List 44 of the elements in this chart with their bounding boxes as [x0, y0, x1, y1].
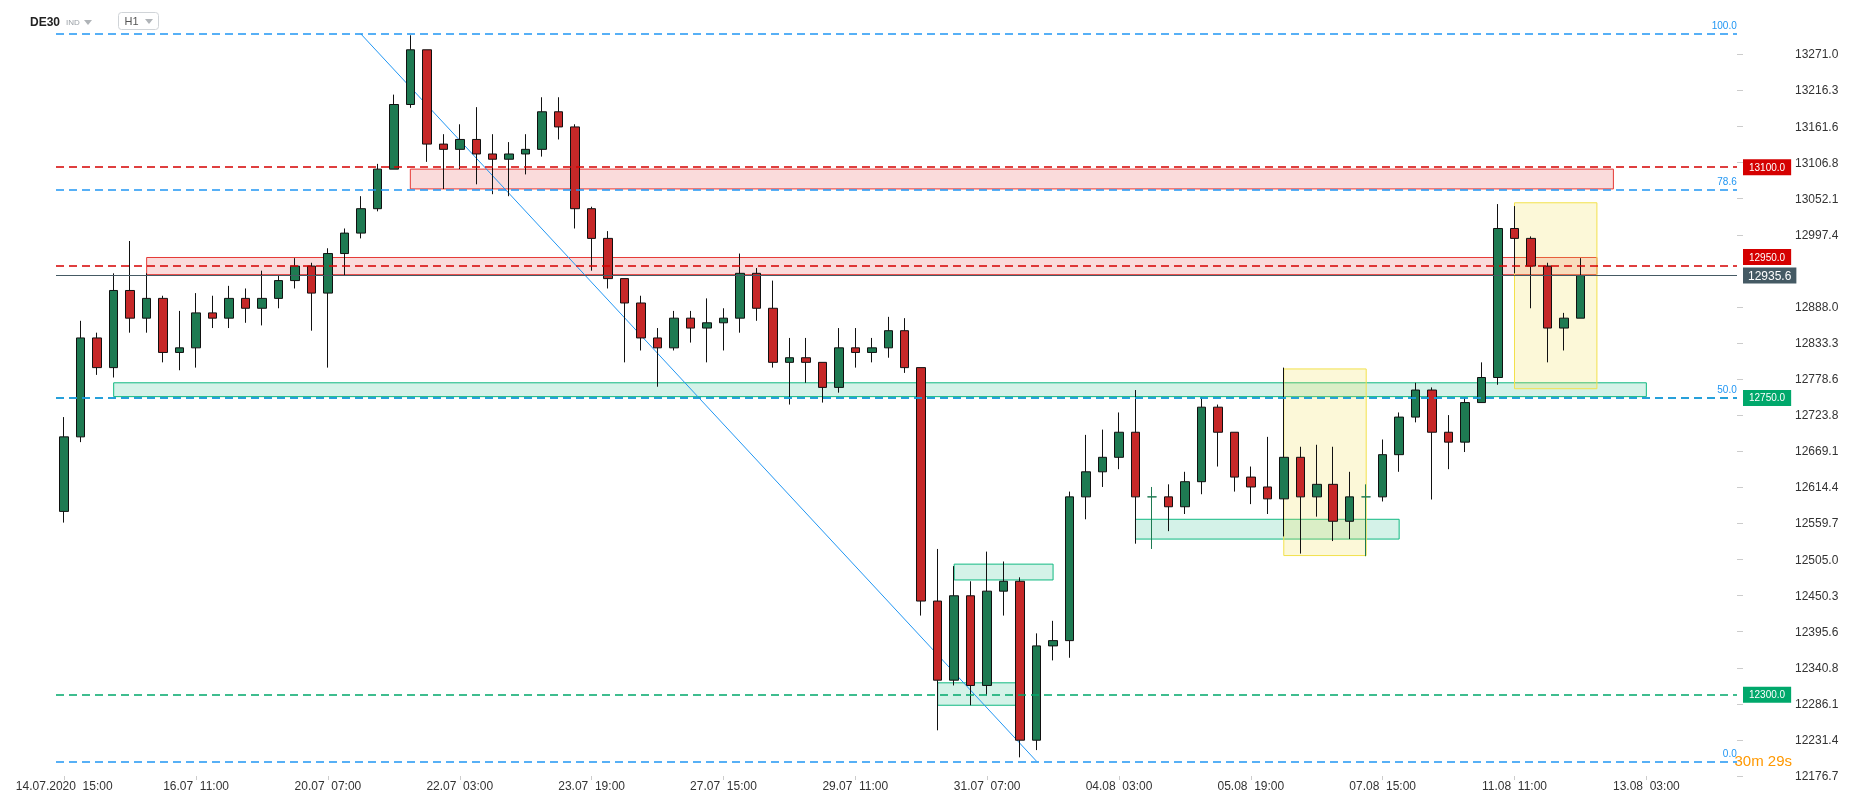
x-tick-label: 23.07 19:00	[558, 779, 626, 793]
annotation: 50.0	[1717, 384, 1738, 396]
x-tick-label: 07.08 15:00	[1349, 779, 1417, 793]
annotation: 78.6	[1717, 176, 1738, 188]
y-tick-label: 13052.1	[1795, 191, 1839, 206]
chart-subtitle: IND	[66, 17, 80, 27]
chart-title: DE30	[30, 15, 61, 29]
ref-line-label: 12950.0	[1749, 251, 1786, 263]
text: H1	[124, 15, 139, 27]
ref-line-label: 12750.0	[1749, 392, 1786, 404]
y-tick-label: 12340.8	[1795, 660, 1839, 675]
x-tick-label: 04.08 03:00	[1085, 779, 1153, 793]
x-tick-label: 31.07 07:00	[953, 779, 1021, 793]
y-tick-label: 12997.4	[1795, 227, 1839, 242]
y-tick-label: 12888.0	[1795, 299, 1839, 314]
annotation: 100.0	[1711, 20, 1738, 32]
y-tick-label: 12723.8	[1795, 408, 1839, 423]
x-tick-label: 14.07.2020 15:00	[15, 779, 113, 793]
y-tick-label: 13161.6	[1795, 119, 1839, 134]
y-tick-label: 12778.6	[1795, 372, 1839, 387]
y-tick-label: 13106.8	[1795, 155, 1839, 170]
ref-line-label: 13100.0	[1749, 161, 1786, 173]
y-tick-label: 12395.6	[1795, 624, 1839, 639]
ref-line-label: 12300.0	[1749, 689, 1786, 701]
x-tick-label: 27.07 15:00	[690, 779, 758, 793]
y-tick-label: 12505.0	[1795, 552, 1839, 567]
y-tick-label: 12176.7	[1795, 769, 1839, 783]
y-tick-label: 12559.7	[1795, 516, 1839, 531]
x-tick-label: 16.07 11:00	[163, 779, 230, 793]
y-tick-label: 12231.4	[1795, 732, 1839, 747]
y-tick-label: 13271.0	[1795, 47, 1839, 62]
y-tick-label: 13216.3	[1795, 83, 1839, 98]
y-tick-label: 12669.1	[1795, 444, 1839, 459]
ref-line-label: 12935.6	[1748, 268, 1792, 283]
x-tick-label: 29.07 11:00	[822, 779, 889, 793]
x-tick-label: 05.08 19:00	[1217, 779, 1285, 793]
x-tick-label: 13.08 03:00	[1612, 779, 1681, 793]
y-tick-label: 12614.4	[1795, 480, 1839, 495]
y-tick-label: 12450.3	[1795, 588, 1839, 603]
y-tick-label: 12286.1	[1795, 696, 1839, 711]
y-tick-label: 12833.3	[1795, 336, 1839, 351]
x-tick-label: 20.07 07:00	[294, 779, 362, 793]
x-tick-label: 11.08 11:00	[1482, 779, 1548, 793]
x-tick-label: 22.07 03:00	[426, 779, 494, 793]
